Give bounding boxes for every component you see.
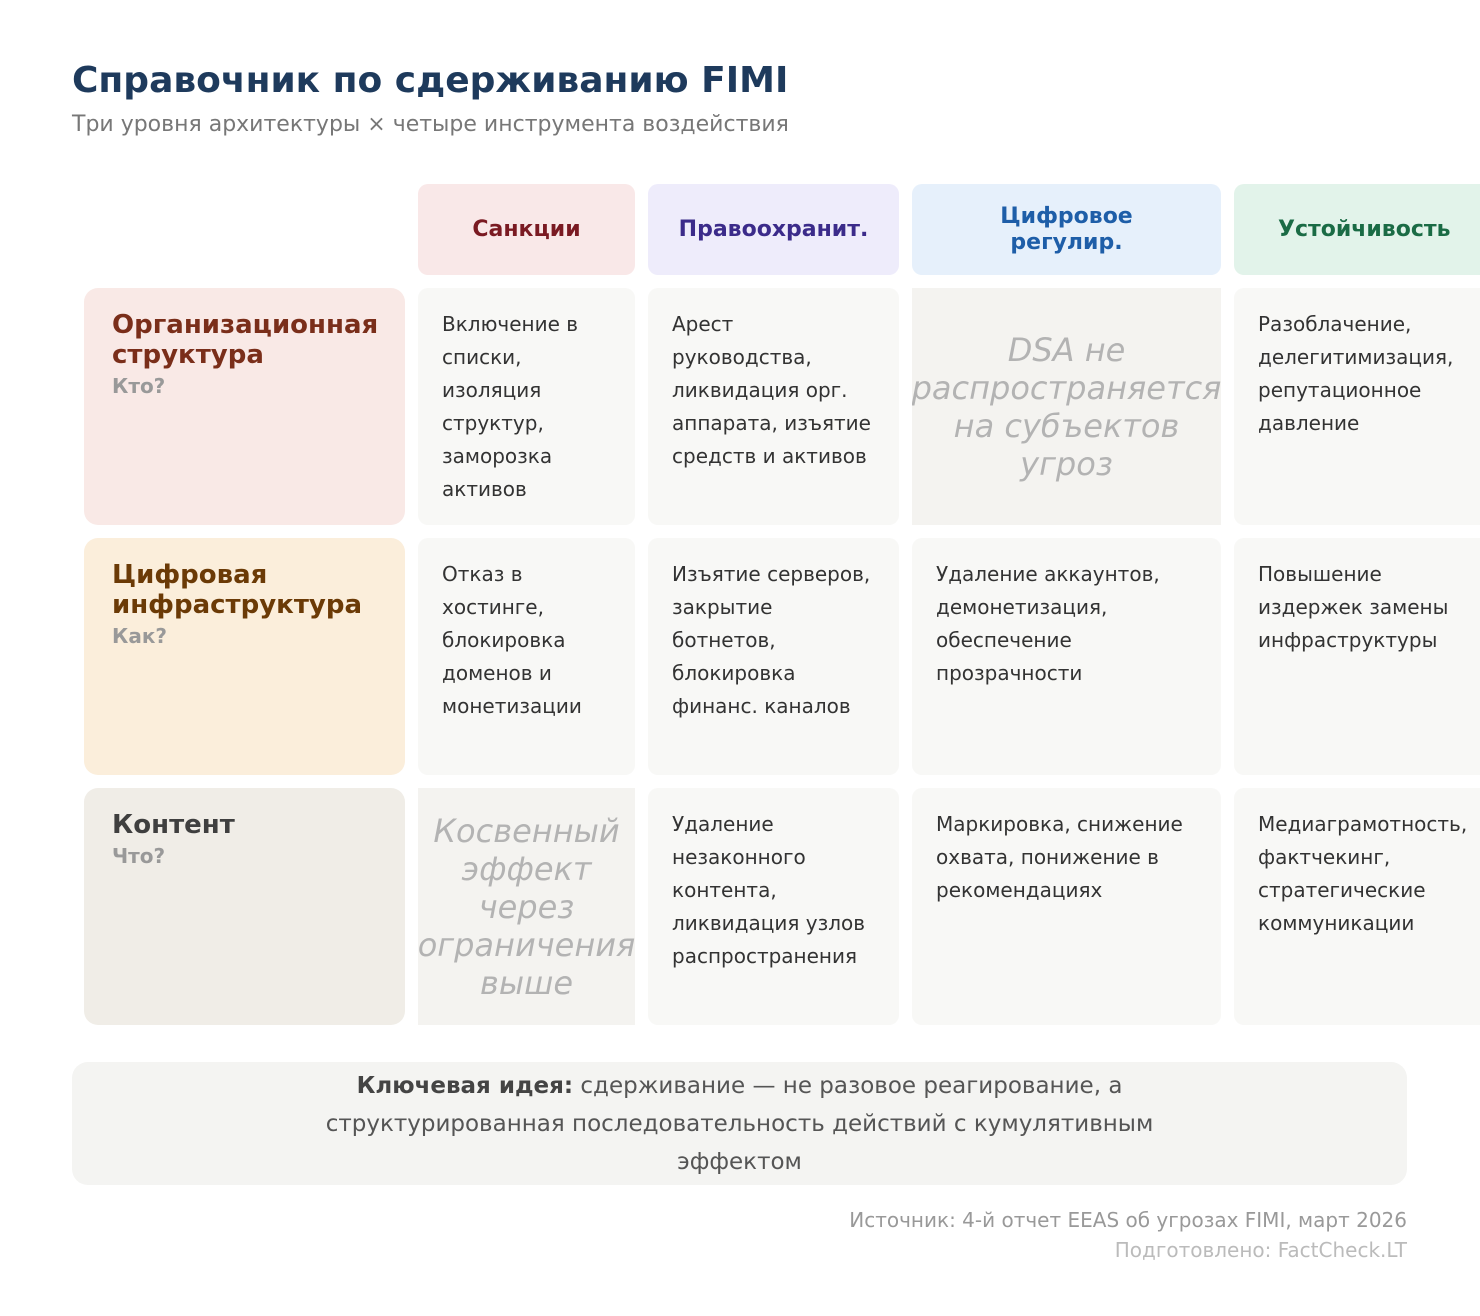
cell-note: DSA не распространяется на субъектов угр…	[912, 288, 1221, 525]
column-header: Цифровое регулир.	[912, 184, 1221, 275]
row-header: Контент Что?	[84, 788, 405, 1025]
cell-note: Косвенный эффект через ограничения выше	[418, 788, 635, 1025]
subtitle: Три уровня архитектуры × четыре инструме…	[72, 112, 789, 137]
key-idea-text: Ключевая идея: сдерживание — не разовое …	[262, 1067, 1217, 1181]
key-idea-body: сдерживание — не разовое реагирование, а…	[325, 1072, 1154, 1175]
cell: Удаление незаконного контента, ликвидаци…	[648, 788, 899, 1025]
row-question: Кто?	[112, 374, 166, 398]
cell: Изъятие серверов, закрытие ботнетов, бло…	[648, 538, 899, 775]
row-label: Цифровая инфраструктура	[112, 560, 362, 620]
column-header: Санкции	[418, 184, 635, 275]
credit: Подготовлено: FactCheck.LT	[1114, 1238, 1407, 1262]
row-header: Цифровая инфраструктура Как?	[84, 538, 405, 775]
row-label: Организационная структура	[112, 310, 379, 370]
cell: Арест руководства, ликвидация орг. аппар…	[648, 288, 899, 525]
row-label: Контент	[112, 810, 235, 840]
cell: Повышение издержек замены инфраструктуры	[1234, 538, 1480, 775]
cell: Разоблачение, делегитимизация, репутацио…	[1234, 288, 1480, 525]
key-idea: Ключевая идея: сдерживание — не разовое …	[72, 1062, 1407, 1185]
cell: Включение в списки, изоляция структур, з…	[418, 288, 635, 525]
key-idea-label: Ключевая идея:	[356, 1072, 574, 1099]
cell: Маркировка, снижение охвата, понижение в…	[912, 788, 1221, 1025]
cell: Медиаграмотность, фактчекинг, стратегиче…	[1234, 788, 1480, 1025]
row-question: Как?	[112, 624, 168, 648]
title: Справочник по сдерживанию FIMI	[72, 60, 789, 101]
source: Источник: 4-й отчет EEAS об угрозах FIMI…	[849, 1208, 1407, 1232]
row-question: Что?	[112, 844, 166, 868]
column-header: Правоохранит.	[648, 184, 899, 275]
column-header: Устойчивость	[1234, 184, 1480, 275]
cell: Удаление аккаунтов, демонетизация, обесп…	[912, 538, 1221, 775]
row-header: Организационная структура Кто?	[84, 288, 405, 525]
cell: Отказ в хостинге, блокировка доменов и м…	[418, 538, 635, 775]
